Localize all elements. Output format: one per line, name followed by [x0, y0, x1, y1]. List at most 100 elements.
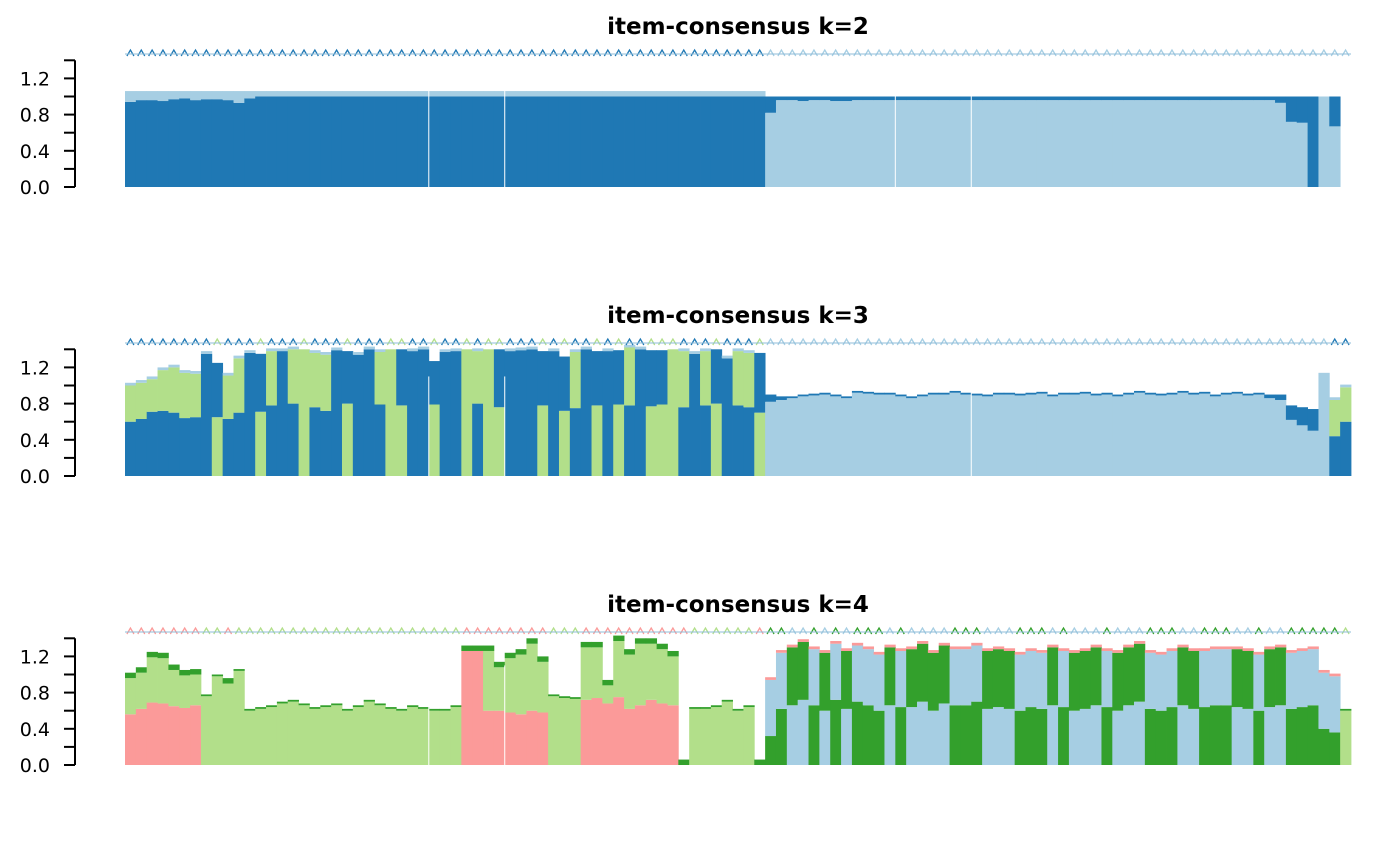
bar-segment [645, 91, 658, 97]
bar-segment [645, 638, 658, 644]
bar-segment [667, 656, 679, 706]
bar-segment [678, 91, 690, 97]
bar-segment [732, 710, 744, 765]
bar-segment [417, 708, 430, 765]
bar-segment [146, 379, 158, 412]
bar-segment [1253, 392, 1265, 395]
bar-segment [1047, 705, 1059, 765]
bar-segment [1058, 394, 1070, 476]
class-mark [1178, 337, 1187, 346]
y-tick-label: 1.2 [20, 646, 50, 668]
bar-segment [179, 669, 191, 676]
class-mark [918, 48, 927, 57]
class-mark [321, 337, 330, 346]
bar-segment [1264, 398, 1276, 476]
bar-segment [341, 96, 354, 187]
bar-segment [1340, 421, 1352, 476]
class-mark [549, 626, 558, 635]
bar-segment [1329, 732, 1341, 765]
class-mark [1070, 626, 1079, 635]
bar-segment [1199, 100, 1211, 187]
bar-segment [765, 677, 777, 680]
class-mark [441, 48, 450, 57]
class-mark [310, 626, 319, 635]
class-mark [1265, 48, 1274, 57]
bar-segment [483, 349, 495, 476]
bar-segment [700, 707, 712, 709]
class-mark [158, 337, 168, 346]
bar-segment [982, 708, 994, 765]
bar-segment [667, 349, 679, 476]
bar-segment [1068, 392, 1081, 395]
class-mark [1102, 337, 1111, 346]
bar-segment [982, 650, 994, 709]
class-mark [679, 48, 688, 57]
class-mark [560, 48, 569, 57]
class-mark [495, 626, 504, 635]
bar-segment [266, 348, 278, 352]
bar-segment [938, 392, 950, 395]
class-mark [766, 337, 775, 346]
class-mark [864, 48, 873, 57]
bar-segment [1134, 390, 1146, 393]
bar-segment [548, 96, 560, 187]
bar-segment [1123, 392, 1135, 395]
class-mark [375, 626, 385, 635]
bar-segment [754, 96, 766, 187]
bar-segment [927, 392, 940, 395]
bar-segment [244, 352, 256, 476]
bar-segment [125, 714, 137, 765]
bar-segment [407, 348, 419, 352]
class-mark [321, 626, 330, 635]
class-mark [527, 337, 536, 346]
class-mark [441, 626, 450, 635]
class-mark [614, 626, 623, 635]
bar-segment [721, 358, 733, 476]
bar-segment [569, 349, 582, 353]
bar-segment [1155, 393, 1167, 396]
bar-segment [157, 370, 169, 411]
class-mark [397, 626, 406, 635]
bar-segment [385, 91, 397, 97]
class-mark [1048, 626, 1057, 635]
bar-segment [1220, 392, 1233, 395]
bar-segment [515, 91, 527, 97]
class-mark [603, 626, 612, 635]
bar-segment [1101, 100, 1113, 187]
bar-segment [862, 393, 875, 476]
bar-segment [146, 702, 158, 765]
bar-segment [1144, 394, 1157, 476]
bar-segment [851, 392, 864, 476]
bar-segment [135, 382, 148, 419]
bar-segment [992, 100, 1005, 187]
bar-segment [190, 669, 202, 675]
bar-segment [168, 367, 180, 413]
bar-segment [754, 352, 766, 413]
bar-segment [624, 649, 636, 655]
class-mark [733, 626, 743, 635]
class-mark [516, 337, 526, 346]
bar-segment [526, 346, 538, 350]
bar-segment [1014, 651, 1026, 655]
bar-segment [287, 701, 299, 765]
bar-segment [1318, 372, 1330, 476]
class-mark [430, 337, 439, 346]
bar-segment [504, 96, 516, 187]
class-mark [267, 626, 276, 635]
bar-segment [450, 96, 462, 187]
bar-segment [906, 707, 918, 765]
bar-segment [873, 96, 885, 101]
bar-segment [765, 679, 777, 737]
bar-segment [873, 100, 885, 187]
class-mark [527, 626, 536, 635]
bar-segment [721, 96, 733, 187]
class-mark [1330, 337, 1339, 346]
bar-segment [125, 91, 137, 102]
bar-segment [1199, 707, 1211, 765]
class-mark [1016, 337, 1025, 346]
bar-segment [906, 96, 918, 101]
bar-segment [352, 705, 365, 708]
bar-segment [255, 411, 267, 476]
bar-segment [1275, 705, 1287, 765]
class-mark [940, 337, 949, 346]
